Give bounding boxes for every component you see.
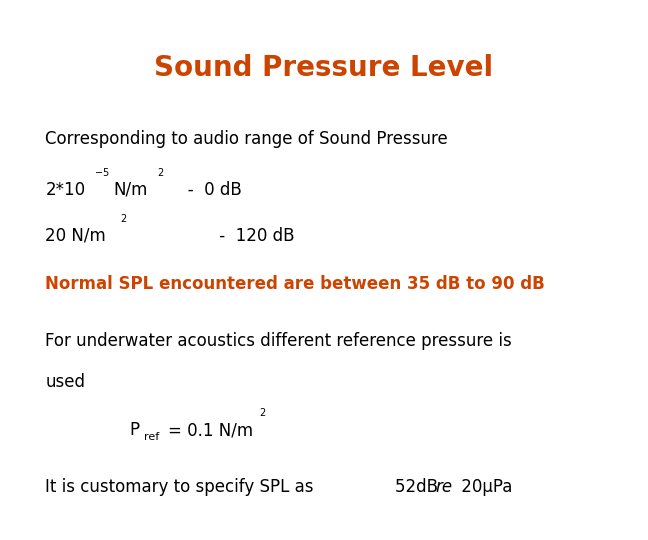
Text: 2*10: 2*10	[45, 181, 86, 199]
Text: 20 N/m: 20 N/m	[45, 227, 106, 245]
Text: Sound Pressure Level: Sound Pressure Level	[154, 54, 494, 82]
Text: N/m: N/m	[113, 181, 148, 199]
Text: = 0.1 N/m: = 0.1 N/m	[168, 421, 253, 439]
Text: Normal SPL encountered are between 35 dB to 90 dB: Normal SPL encountered are between 35 dB…	[45, 275, 545, 293]
Text: $^2$: $^2$	[157, 167, 165, 181]
Text: -  0 dB: - 0 dB	[172, 181, 242, 199]
Text: P: P	[130, 421, 140, 439]
Text: ref: ref	[144, 432, 159, 442]
Text: -  120 dB: - 120 dB	[172, 227, 294, 245]
Text: 52dB: 52dB	[395, 478, 443, 496]
Text: It is customary to specify SPL as: It is customary to specify SPL as	[45, 478, 314, 496]
Text: used: used	[45, 373, 86, 390]
Text: $^2$: $^2$	[120, 213, 127, 227]
Text: Corresponding to audio range of Sound Pressure: Corresponding to audio range of Sound Pr…	[45, 130, 448, 147]
Text: For underwater acoustics different reference pressure is: For underwater acoustics different refer…	[45, 332, 512, 350]
Text: $^{-5}$: $^{-5}$	[94, 167, 110, 181]
Text: $^2$: $^2$	[259, 408, 266, 422]
Text: 20μPa: 20μPa	[456, 478, 512, 496]
Text: re: re	[435, 478, 452, 496]
